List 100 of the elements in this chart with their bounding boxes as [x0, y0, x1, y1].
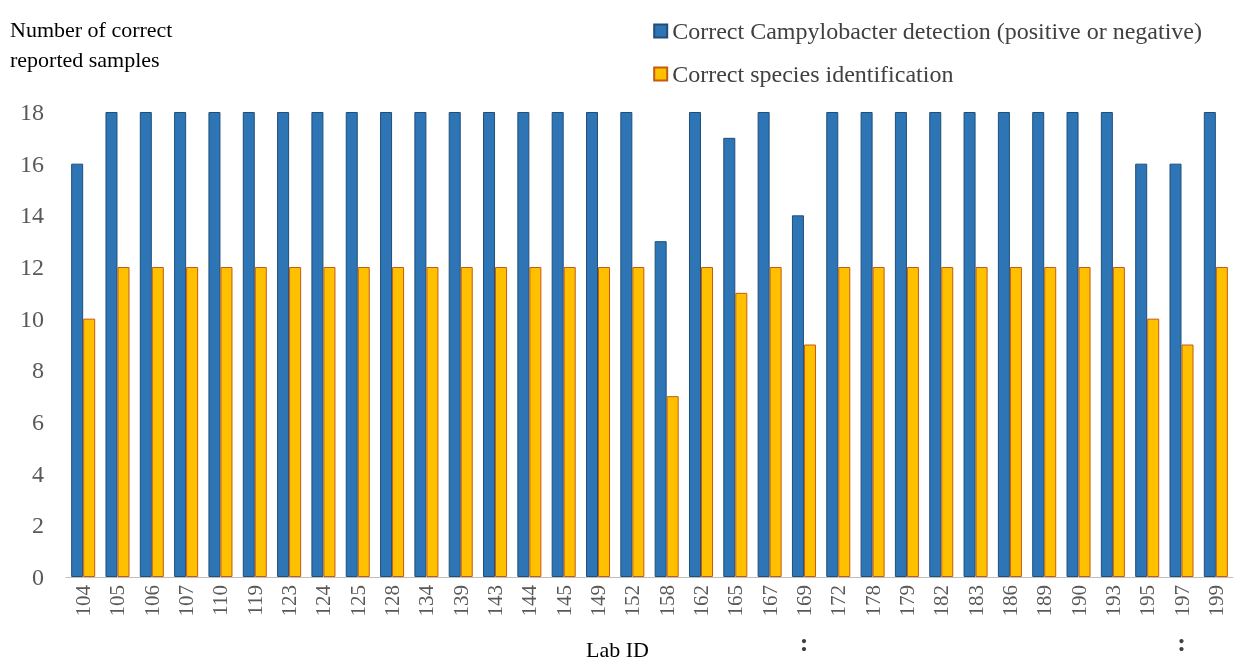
bar: [872, 267, 885, 577]
bar: [929, 112, 942, 577]
bar: [1066, 112, 1079, 577]
bar: [598, 267, 611, 577]
bar: [735, 292, 748, 577]
bar: [1100, 112, 1113, 577]
bar: [254, 267, 267, 577]
bar: [105, 112, 118, 577]
bar: [838, 267, 851, 577]
x-tick-label: 179: [894, 585, 919, 617]
bar: [277, 112, 290, 577]
bar: [1181, 344, 1194, 577]
y-tick-label: 18: [20, 99, 44, 125]
y-tick-label: 14: [20, 202, 44, 229]
bar: [1044, 267, 1057, 577]
bar: [414, 112, 427, 577]
x-tick-label: 189: [1032, 585, 1057, 617]
bar: [1147, 318, 1160, 577]
x-tick-label: 169: [791, 585, 816, 617]
y-tick-label: 12: [20, 254, 44, 280]
x-tick-label: 104: [71, 584, 96, 617]
bar: [1215, 267, 1228, 577]
bar: [563, 267, 576, 577]
bar: [688, 112, 701, 577]
x-tick-label: 183: [963, 585, 988, 617]
x-tick-label: 152: [620, 585, 645, 617]
bar: [460, 267, 473, 577]
text: :: [1177, 627, 1186, 657]
x-tick-label: 106: [139, 585, 164, 617]
x-tick-label: 172: [826, 585, 851, 617]
x-tick-label: 105: [105, 585, 130, 617]
x-tick-label: 149: [586, 585, 611, 617]
bar: [208, 112, 221, 577]
bar: [860, 112, 873, 577]
x-tick-label: 110: [208, 585, 233, 616]
x-tick-label: 186: [997, 585, 1022, 617]
y-tick-label: 6: [32, 409, 44, 435]
bar: [529, 267, 542, 577]
bar: [586, 112, 599, 577]
x-tick-label: 190: [1066, 585, 1091, 617]
bar: [906, 267, 919, 577]
bar: [392, 267, 405, 577]
bar: [632, 267, 645, 577]
bar: [620, 112, 633, 577]
bar: [380, 112, 393, 577]
y-tick-label: 2: [32, 512, 44, 539]
y-tick-label: 4: [32, 460, 44, 487]
bar: [220, 267, 233, 577]
x-tick-label: 178: [860, 585, 885, 617]
legend-label: Correct Campylobacter detection (positive or negative): [672, 18, 1203, 44]
x-tick-label: 128: [380, 585, 405, 617]
bar: [1203, 112, 1216, 577]
x-tick-label: 158: [654, 585, 679, 617]
y-tick-label: 0: [32, 564, 44, 590]
bar: [551, 112, 564, 577]
y-tick-label: 10: [20, 305, 44, 332]
bar: [941, 267, 954, 577]
bar: [723, 137, 736, 577]
bar: [894, 112, 907, 577]
bar: [1169, 163, 1182, 577]
x-axis-title: Lab ID: [586, 636, 649, 662]
bar: [1112, 267, 1125, 577]
bar: [139, 112, 152, 577]
bar: [517, 112, 530, 577]
x-tick-label: 143: [483, 585, 508, 617]
bar: [83, 318, 96, 577]
x-tick-label: 144: [517, 584, 542, 617]
bar: [997, 112, 1010, 577]
x-tick-label: 199: [1203, 585, 1228, 617]
bar: [963, 112, 976, 577]
x-tick-label: 134: [414, 584, 439, 617]
bar: [1009, 267, 1022, 577]
x-tick-label: 107: [174, 585, 199, 617]
bar: [174, 112, 187, 577]
bar: [803, 344, 816, 577]
bar: [242, 112, 255, 577]
bar: [1032, 112, 1045, 577]
bar: [654, 241, 667, 577]
x-tick-label: 195: [1135, 585, 1160, 617]
x-tick-label: 139: [448, 585, 473, 617]
y-tick-label: 8: [32, 357, 44, 384]
y-axis-title: Number of correct reported samples: [10, 16, 173, 72]
bar: [117, 267, 130, 577]
x-tick-label: 197: [1169, 585, 1194, 617]
bar: [151, 267, 164, 577]
x-tick-label: 123: [277, 585, 302, 617]
legend-label: Correct species identification: [672, 61, 954, 87]
x-tick-label: 125: [345, 585, 370, 617]
x-tick-label: 167: [757, 585, 782, 617]
bar: [666, 396, 679, 577]
x-tick-label: 193: [1100, 585, 1125, 617]
bar: [345, 112, 358, 577]
bar: [323, 267, 336, 577]
bar: [791, 215, 804, 577]
bar: [311, 112, 324, 577]
bar: [757, 112, 770, 577]
bar: [71, 163, 84, 577]
x-tick-label: 124: [311, 584, 336, 617]
bar: [826, 112, 839, 577]
bar: [1078, 267, 1091, 577]
